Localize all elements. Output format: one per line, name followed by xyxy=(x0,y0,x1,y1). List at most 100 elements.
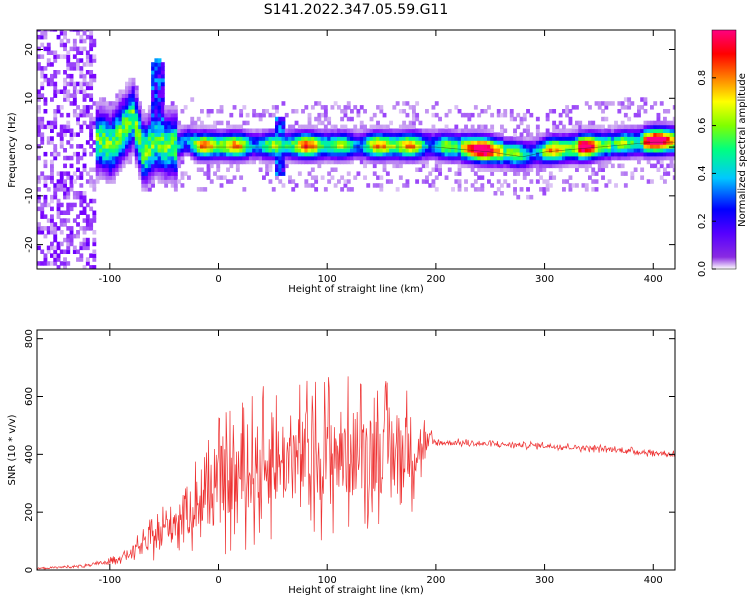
heatmap-cell xyxy=(50,179,54,184)
heatmap-cell xyxy=(275,175,279,180)
heatmap-cell xyxy=(294,151,299,157)
heatmap-cell xyxy=(477,159,482,165)
heatmap-cell xyxy=(173,163,178,169)
heatmap-cell xyxy=(206,167,211,172)
heatmap-cell xyxy=(147,148,152,153)
heatmap-cell xyxy=(72,245,77,251)
heatmap-cell xyxy=(398,155,403,161)
heatmap-cell xyxy=(591,124,596,130)
heatmap-cell xyxy=(304,132,309,137)
heatmap-cell xyxy=(85,34,90,40)
heatmap-cell xyxy=(457,151,462,157)
heatmap-cell xyxy=(262,109,266,114)
heatmap-cell xyxy=(288,179,292,184)
heatmap-cell xyxy=(594,132,599,137)
heatmap-cell xyxy=(99,167,103,172)
heatmap-cell xyxy=(385,124,390,130)
heatmap-cell xyxy=(314,116,319,122)
heatmap-cell xyxy=(327,171,332,176)
heatmap-cell xyxy=(232,140,237,145)
heatmap-cell xyxy=(297,151,302,157)
heatmap-cell xyxy=(76,191,80,196)
heatmap-cell xyxy=(151,62,155,67)
heatmap-cell xyxy=(353,105,358,110)
heatmap-cell xyxy=(157,62,162,67)
heatmap-cell xyxy=(457,148,462,153)
heatmap-cell xyxy=(102,109,107,114)
heatmap-cell xyxy=(268,159,273,165)
heatmap-cell xyxy=(379,128,384,133)
heatmap-cell xyxy=(63,218,67,223)
heatmap-cell xyxy=(125,109,129,114)
heatmap-cell xyxy=(235,167,240,172)
heatmap-cell xyxy=(193,124,198,130)
heatmap-cell xyxy=(278,132,283,137)
heatmap-cell xyxy=(353,132,358,137)
heatmap-cell xyxy=(412,120,416,126)
heatmap-cell xyxy=(79,124,84,130)
heatmap-cell xyxy=(66,249,71,254)
heatmap-cell xyxy=(59,179,64,184)
heatmap-cell xyxy=(59,187,64,192)
heatmap-cell xyxy=(268,163,273,169)
heatmap-cell xyxy=(196,140,201,145)
heatmap-cell xyxy=(415,132,420,137)
heatmap-cell xyxy=(76,46,80,52)
heatmap-cell xyxy=(412,132,416,137)
heatmap-cell xyxy=(594,136,599,141)
heatmap-cell xyxy=(389,155,393,161)
heatmap-cell xyxy=(444,155,449,161)
heatmap-cell xyxy=(337,159,341,165)
heatmap-cell xyxy=(69,73,74,79)
heatmap-cell xyxy=(369,124,374,130)
heatmap-cell xyxy=(141,171,146,176)
heatmap-cell xyxy=(307,140,312,145)
heatmap-cell xyxy=(69,30,74,32)
heatmap-cell xyxy=(405,155,410,161)
heatmap-cell xyxy=(314,144,319,149)
heatmap-cell xyxy=(457,159,462,165)
heatmap-cell xyxy=(637,148,641,153)
heatmap-cell xyxy=(578,128,583,133)
heatmap-cell xyxy=(617,144,622,149)
heatmap-cell xyxy=(473,144,478,149)
heatmap-cell xyxy=(187,151,191,157)
heatmap-cell xyxy=(643,120,648,126)
heatmap-cell xyxy=(43,31,48,36)
heatmap-cell xyxy=(659,132,664,137)
heatmap-cell xyxy=(187,128,191,133)
heatmap-cell xyxy=(376,132,380,137)
heatmap-cell xyxy=(239,128,244,133)
heatmap-cell xyxy=(320,105,325,110)
heatmap-cell xyxy=(43,257,48,262)
heatmap-cell xyxy=(552,132,557,137)
heatmap-cell xyxy=(85,222,90,227)
heatmap-cell xyxy=(115,171,120,176)
heatmap-cell xyxy=(454,159,459,165)
heatmap-cell xyxy=(412,136,416,141)
heatmap-cell xyxy=(43,151,48,157)
heatmap-cell xyxy=(180,175,185,180)
heatmap-cell xyxy=(516,136,521,141)
heatmap-cell xyxy=(105,140,110,145)
heatmap-cell xyxy=(640,124,645,130)
heatmap-cell xyxy=(157,77,162,83)
heatmap-cell xyxy=(154,136,159,141)
heatmap-cell xyxy=(37,93,41,98)
heatmap-cell xyxy=(307,128,312,133)
heatmap-cell xyxy=(144,148,149,153)
heatmap-cell xyxy=(118,101,123,106)
heatmap-cell xyxy=(66,241,71,247)
heatmap-cell xyxy=(89,34,94,40)
heatmap-cell xyxy=(425,140,429,145)
heatmap-cell xyxy=(160,159,165,165)
heatmap-cell xyxy=(144,155,149,161)
heatmap-cell xyxy=(56,245,61,251)
heatmap-cell xyxy=(359,151,364,157)
heatmap-cell xyxy=(131,85,136,91)
heatmap-cell xyxy=(425,128,429,133)
heatmap-cell xyxy=(105,116,110,122)
colorbar-tick-label: 0.0 xyxy=(697,261,708,277)
heatmap-cell xyxy=(535,124,540,130)
heatmap-cell xyxy=(66,38,71,44)
